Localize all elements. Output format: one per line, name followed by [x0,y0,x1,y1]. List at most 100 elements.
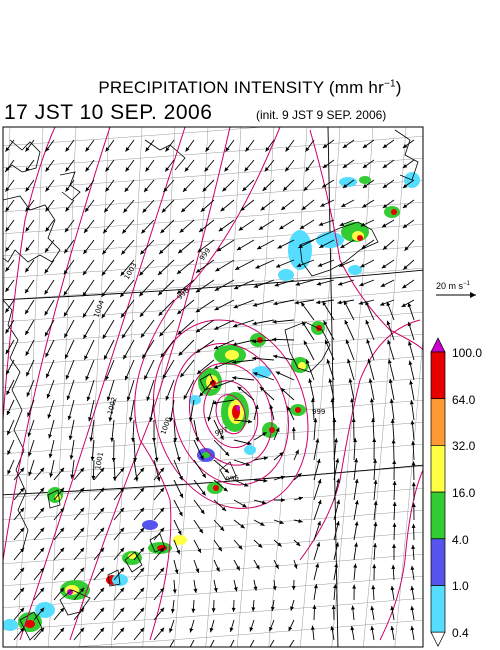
wind-vector [108,399,115,422]
wind-vector [66,379,75,401]
meridian-line [237,127,275,647]
wind-vector [391,564,396,581]
wind-vector [205,139,215,152]
wind-vector [342,159,355,169]
wind-vector [6,419,15,436]
wind-vector [353,500,359,521]
isobar-label: 1000 [159,416,173,435]
wind-vector [173,479,184,499]
lat-line-north [3,269,423,301]
isobar-label: 997 [214,426,229,438]
isobar [379,469,423,641]
wind-vector [256,239,275,250]
wind-vector [232,376,255,381]
parallel-line [3,333,423,367]
lon-line [327,127,339,647]
wind-vector [182,179,195,193]
wind-vector [213,479,228,492]
wind-vector [73,607,85,621]
wind-vector [89,419,95,442]
coastline-segment [47,489,61,509]
wind-vector [5,259,15,272]
wind-vector [411,544,416,561]
wind-vector [344,319,355,341]
wind-vector [411,523,416,541]
wind-vector [233,479,249,487]
wind-vector [153,567,165,581]
wind-vector [410,420,415,441]
wind-vector [82,259,95,276]
parallel-line [3,311,423,345]
wind-vector [330,625,335,641]
wind-vector [332,417,337,441]
colorbar-segment [430,585,446,633]
wind-vector [265,139,275,152]
meridian-line [205,127,242,647]
meridian-line [173,127,209,647]
wind-vector [5,279,15,293]
wind-vector [233,279,255,290]
wind-vector [273,559,279,570]
wind-vector [353,478,359,501]
rain-cell [339,177,357,187]
wind-vector [73,627,85,641]
wind-vector [255,259,275,269]
isobar [203,380,259,449]
wind-vector [73,507,85,521]
wind-vector [320,199,335,207]
coastline-segment [3,299,29,553]
wind-vector [45,359,55,379]
wind-vector [272,337,295,342]
isobar-contours [3,127,423,641]
wind-vector [258,219,275,231]
wind-vector [339,219,355,227]
map-frame [2,126,424,648]
wind-vector [390,625,395,641]
wind-vector [238,219,255,231]
colorbar-label: 100.0 [452,346,483,360]
wind-vector [195,299,215,313]
colorbar-segment [430,398,446,446]
colorbar-segment [430,538,446,586]
wind-vector [408,341,415,361]
wind-vector [153,459,161,482]
parallel-line [3,531,423,565]
wind-vector [113,587,125,601]
wind-vector [392,543,397,561]
wind-vector [253,519,265,527]
wind-vector [49,459,55,478]
wind-vector [279,219,295,230]
wind-vector [209,619,215,633]
wind-vector [280,387,295,401]
wind-vector [242,179,255,192]
wind-vector [105,159,115,172]
wind-vector [362,139,375,149]
wind-vector [382,199,395,209]
wind-vector [141,339,155,359]
wind-vector [44,299,55,316]
wind-vector [53,507,65,521]
wind-vector [342,179,355,189]
wind-vector [5,359,15,375]
wind-vector [139,299,155,318]
wind-vector [33,507,45,521]
wind-vector [165,379,175,401]
wind-vector [69,439,75,460]
wind-vector [73,467,85,481]
wind-vector [142,199,155,213]
wind-vector [386,320,395,341]
wind-vector [157,279,175,296]
wind-vector [133,467,145,481]
colorbar-segment [430,351,446,400]
wind-vector [251,599,256,612]
wind-vector [252,339,275,344]
wind-vector [45,179,55,192]
wind-vector [313,418,318,441]
wind-vector [229,619,235,633]
wind-vector [220,199,235,212]
wind-vector [63,239,75,254]
wind-vector [123,199,135,213]
wind-vector [121,319,135,339]
wind-vector [407,321,415,341]
wind-vector [158,299,175,317]
